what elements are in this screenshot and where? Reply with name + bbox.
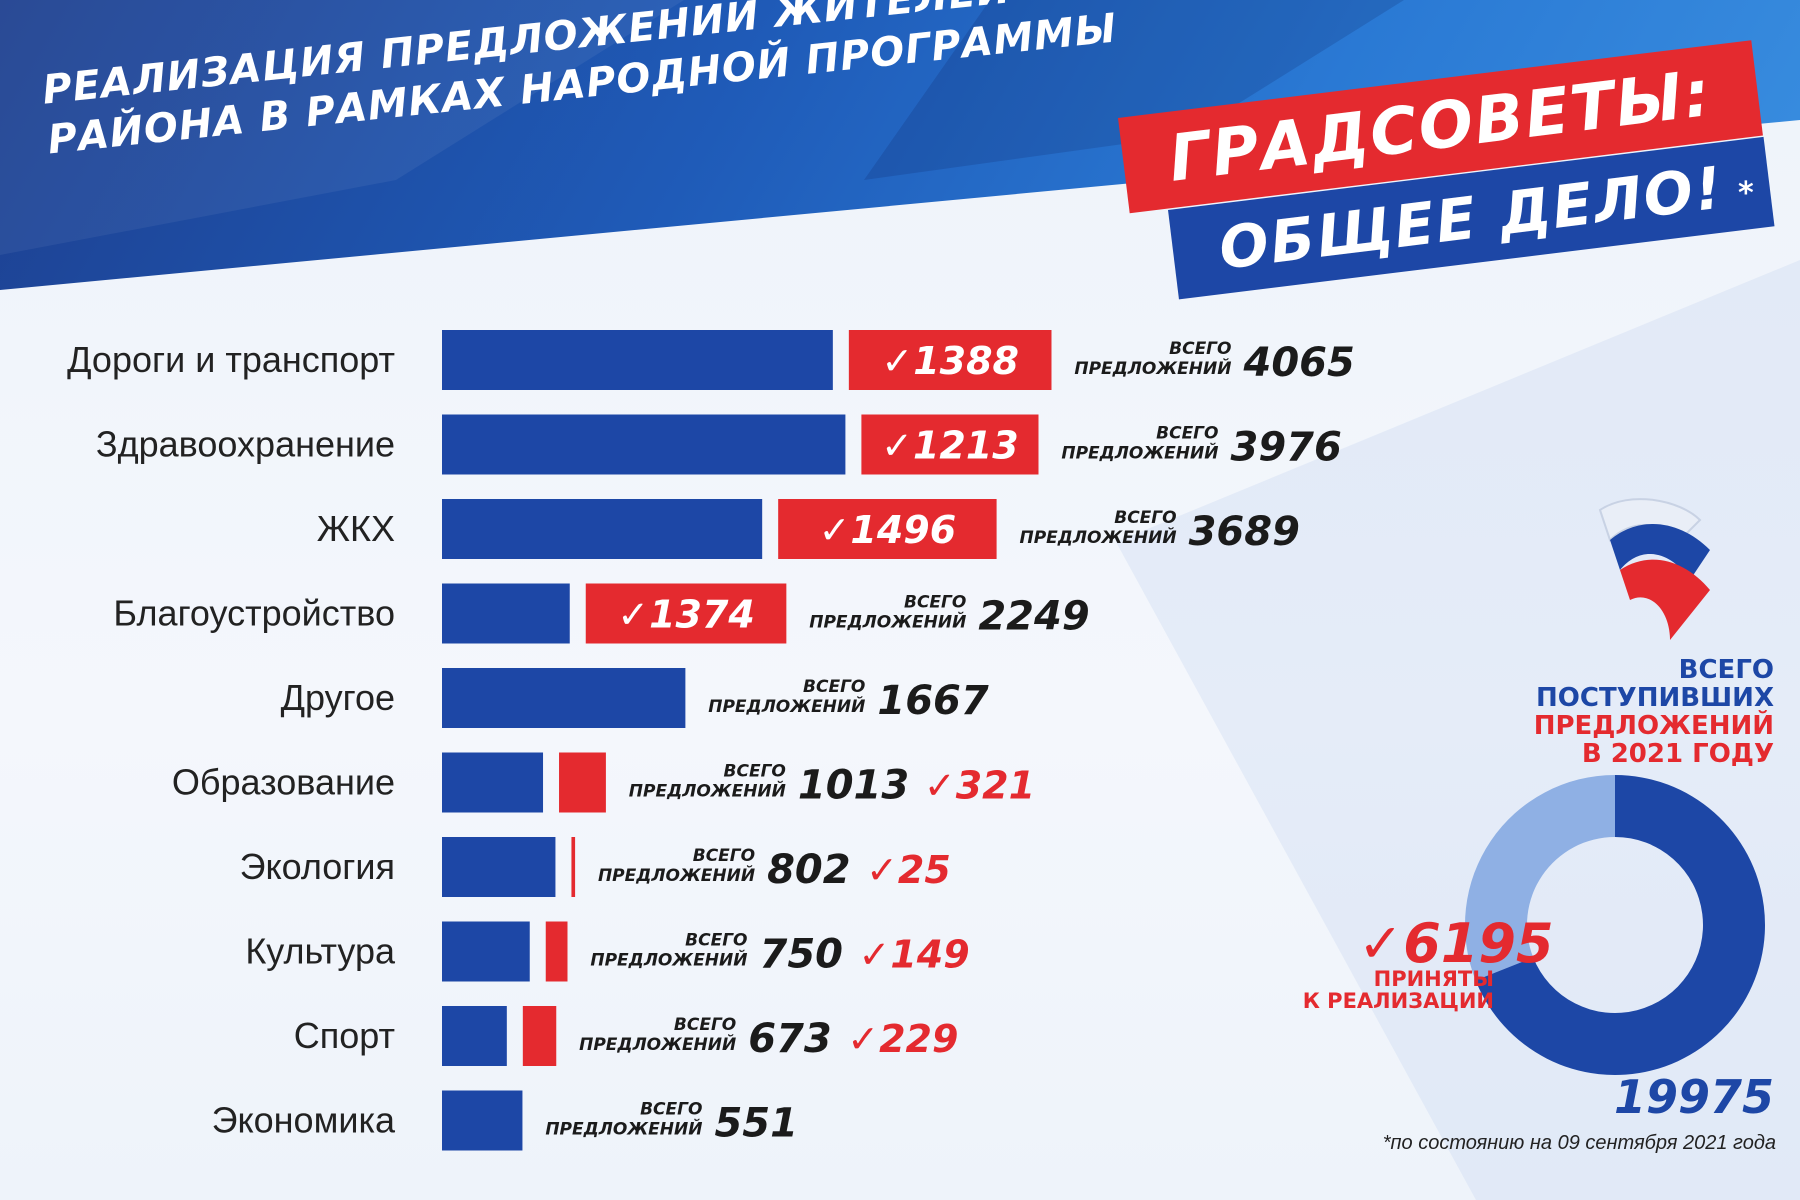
total-bar xyxy=(442,499,763,559)
total-value: 1667 xyxy=(877,678,988,724)
category-label: Экология xyxy=(240,846,395,887)
total-caption-top: ВСЕГО xyxy=(674,1015,736,1035)
total-bar xyxy=(442,583,570,644)
total-bar xyxy=(442,414,846,475)
implemented-bar xyxy=(559,752,606,813)
accepted-caption: ПРИНЯТЫ К РЕАЛИЗАЦИИ xyxy=(1303,968,1494,1012)
summary-title-line-4: В 2021 ГОДУ xyxy=(1581,739,1774,769)
donut-total-value: 19975 xyxy=(1613,1070,1774,1124)
total-value: 4065 xyxy=(1242,340,1354,386)
total-caption-top: ВСЕГО xyxy=(803,677,865,697)
donut-slice-remaining xyxy=(1475,775,1765,1076)
total-caption-bottom: ПРЕДЛОЖЕНИЙ xyxy=(708,695,865,717)
implemented-label: ✓25 xyxy=(866,848,951,892)
summary-title-line-3: ПРЕДЛОЖЕНИЙ xyxy=(1533,711,1774,741)
total-value: 3976 xyxy=(1230,425,1341,471)
category-label: ЖКХ xyxy=(317,508,395,549)
category-label: Другое xyxy=(281,677,395,718)
total-caption-bottom: ПРЕДЛОЖЕНИЙ xyxy=(1019,526,1176,548)
implemented-label: ✓1213 xyxy=(881,424,1019,468)
implemented-label: ✓1496 xyxy=(819,508,957,552)
summary-title: ВСЕГО ПОСТУПИВШИХ ПРЕДЛОЖЕНИЙ В 2021 ГОД… xyxy=(1534,656,1774,768)
total-caption-bottom: ПРЕДЛОЖЕНИЙ xyxy=(598,864,755,886)
implemented-bar xyxy=(848,330,1052,390)
implemented-bar xyxy=(545,921,568,982)
total-caption-bottom: ПРЕДЛОЖЕНИЙ xyxy=(809,611,966,633)
implemented-bar xyxy=(571,837,576,897)
implemented-label: ✓229 xyxy=(847,1017,958,1061)
implemented-bar xyxy=(778,499,997,559)
implemented-bar xyxy=(585,583,787,644)
implemented-label: ✓149 xyxy=(859,933,970,977)
total-caption-top: ВСЕГО xyxy=(1156,424,1218,444)
ribbon-logo xyxy=(1598,498,1710,640)
category-label: Экономика xyxy=(212,1100,396,1141)
total-bar xyxy=(442,330,833,390)
ribbon-red xyxy=(1620,559,1710,640)
total-caption-bottom: ПРЕДЛОЖЕНИЙ xyxy=(1074,357,1231,379)
accepted-caption-line-2: К РЕАЛИЗАЦИИ xyxy=(1302,989,1494,1013)
total-value: 750 xyxy=(760,932,844,978)
donut-slice-accepted xyxy=(1464,775,1615,981)
total-caption-top: ВСЕГО xyxy=(724,762,786,782)
category-label: Культура xyxy=(245,931,396,972)
donut-chart xyxy=(1464,498,1765,1076)
category-label: Здравоохранение xyxy=(96,424,395,465)
total-value: 1013 xyxy=(798,763,909,809)
total-bar xyxy=(442,1090,523,1151)
total-caption-bottom: ПРЕДЛОЖЕНИЙ xyxy=(590,949,747,971)
total-caption-top: ВСЕГО xyxy=(685,931,747,951)
implemented-label: ✓1374 xyxy=(617,593,755,637)
accepted-caption-line-1: ПРИНЯТЫ xyxy=(1373,967,1494,991)
total-caption-top: ВСЕГО xyxy=(640,1100,702,1120)
implemented-bar xyxy=(861,414,1039,475)
ribbon-blue xyxy=(1610,523,1710,580)
total-caption-top: ВСЕГО xyxy=(1114,508,1176,528)
total-caption-bottom: ПРЕДЛОЖЕНИЙ xyxy=(579,1033,736,1055)
total-value: 802 xyxy=(767,847,851,893)
accepted-value: ✓6195 xyxy=(1358,912,1554,975)
total-bar xyxy=(442,752,544,813)
total-caption-top: ВСЕГО xyxy=(693,846,755,866)
total-value: 673 xyxy=(748,1016,832,1062)
total-caption-bottom: ПРЕДЛОЖЕНИЙ xyxy=(1061,442,1218,464)
category-label: Образование xyxy=(172,762,395,803)
total-value: 3689 xyxy=(1189,509,1300,555)
implemented-label: ✓321 xyxy=(924,764,1035,808)
category-label: Дороги и транспорт xyxy=(67,339,395,380)
summary-title-line-2: ПОСТУПИВШИХ xyxy=(1536,683,1774,713)
slogan-asterisk: * xyxy=(1738,176,1754,211)
summary-title-line-1: ВСЕГО xyxy=(1678,655,1774,685)
total-caption-top: ВСЕГО xyxy=(904,593,966,613)
total-bar xyxy=(442,921,530,982)
category-label: Благоустройство xyxy=(113,593,395,634)
total-value: 551 xyxy=(714,1101,798,1147)
total-caption-bottom: ПРЕДЛОЖЕНИЙ xyxy=(629,780,786,802)
category-label: Спорт xyxy=(294,1015,395,1056)
implemented-label: ✓1388 xyxy=(881,339,1019,383)
footnote: *по состоянию на 09 сентября 2021 года xyxy=(1382,1132,1776,1154)
implemented-bar xyxy=(522,1006,557,1066)
total-bar xyxy=(442,668,686,728)
total-bar xyxy=(442,837,556,897)
total-bar xyxy=(442,1006,507,1066)
total-caption-bottom: ПРЕДЛОЖЕНИЙ xyxy=(545,1118,702,1140)
total-value: 2249 xyxy=(978,594,1089,640)
total-caption-top: ВСЕГО xyxy=(1169,339,1231,359)
